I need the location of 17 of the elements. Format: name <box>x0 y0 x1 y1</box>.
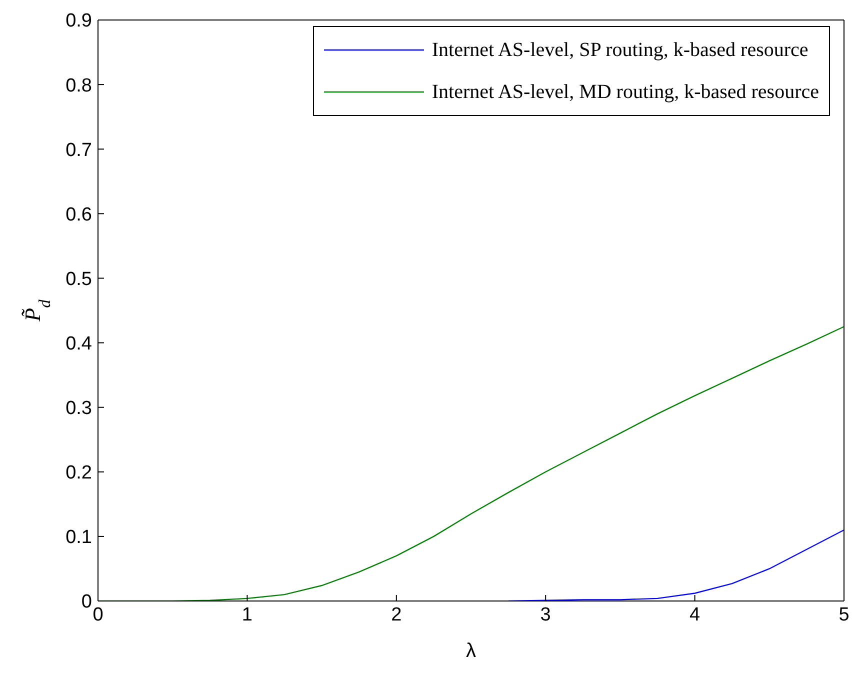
y-tick-label: 0.1 <box>66 527 92 548</box>
y-tick-label: 0.9 <box>66 10 92 32</box>
y-tick-label: 0.7 <box>66 140 92 161</box>
x-tick-label: 3 <box>540 604 551 626</box>
x-tick-label: 4 <box>690 604 701 626</box>
y-tick-label: 0.4 <box>66 334 92 355</box>
y-tick-label: 0.2 <box>66 462 92 484</box>
y-tick-label: 0.3 <box>66 398 92 420</box>
x-axis-title: λ <box>466 640 476 662</box>
x-tick-label: 1 <box>242 604 252 626</box>
y-tick-label: 0.8 <box>66 75 92 96</box>
legend-label: Internet AS-level, MD routing, k-based resource <box>432 80 819 105</box>
y-tick-label: 0.6 <box>66 204 92 226</box>
y-tick-label: 0.5 <box>66 268 92 290</box>
x-tick-label: 5 <box>838 604 850 626</box>
x-tick-label: 2 <box>391 604 402 626</box>
legend-label: Internet AS-level, SP routing, k-based resource <box>432 38 808 63</box>
